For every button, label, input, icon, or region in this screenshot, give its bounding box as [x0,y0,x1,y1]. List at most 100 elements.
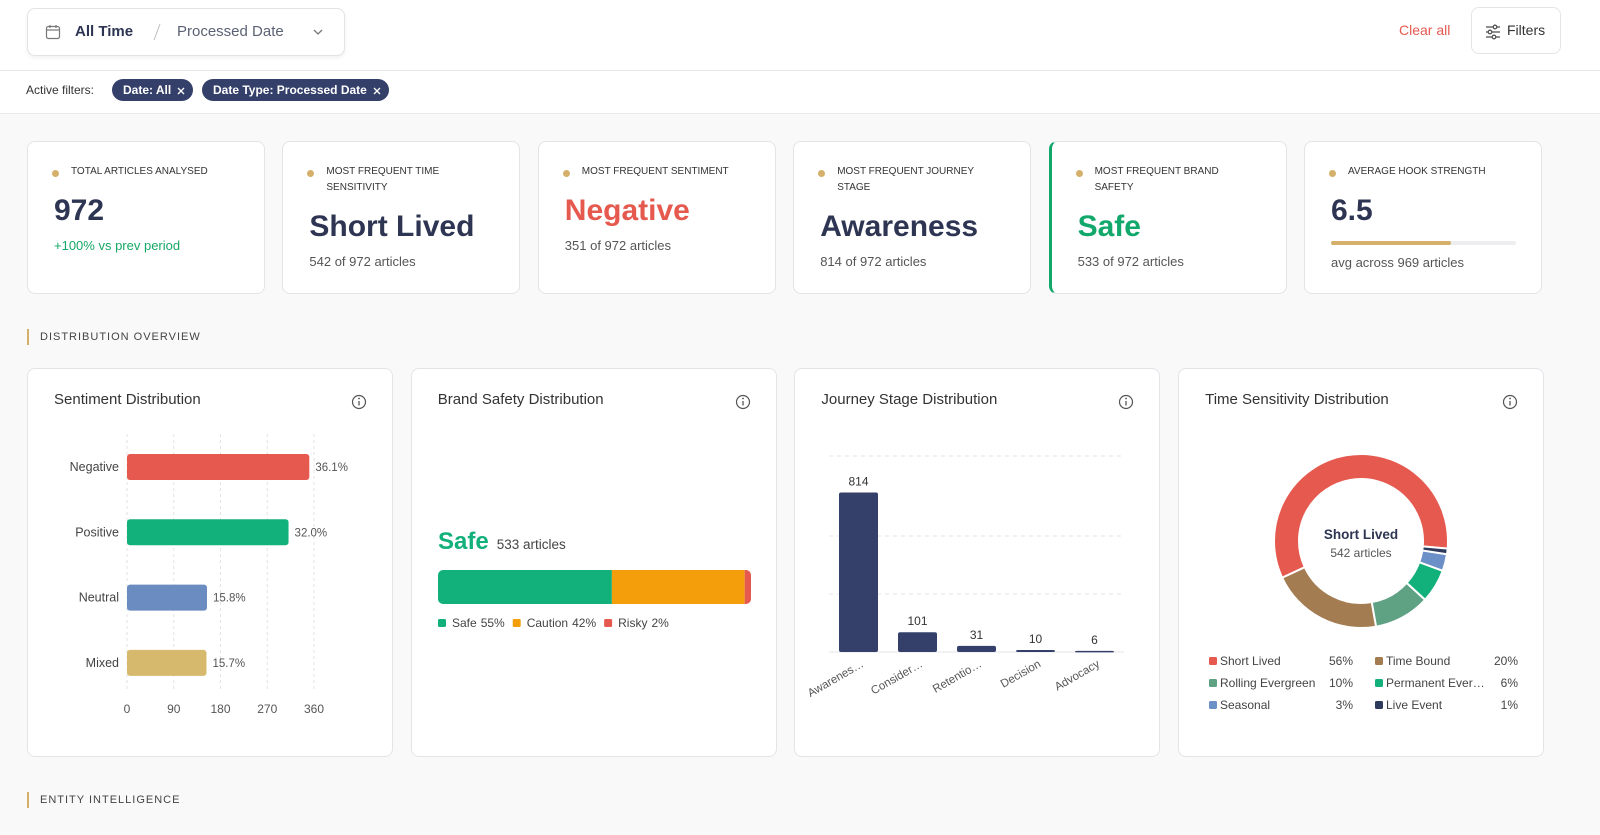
kpi-sub: 542 of 972 articles [309,254,416,269]
kpi-dot [307,170,315,177]
date-type[interactable]: Processed Date [177,23,284,40]
legend-swatch [603,619,612,627]
kpi-label: MOST FREQUENT JOURNEY STAGE [837,166,974,193]
info-circle [351,394,367,410]
kpi-sub: +100% vs prev period [54,238,181,253]
date-range[interactable]: All Time [75,23,134,40]
bar-segment [437,570,612,604]
donut-segment [1370,581,1427,628]
bar [127,649,207,676]
kpi-label: MOST FREQUENT TIME SENSITIVITY [326,166,440,193]
legend-value: 20% [1494,654,1518,668]
top-bar: All Time Processed Date Clear all Filter… [0,0,1600,71]
kpi-value: Negative [564,194,690,227]
x-tick-label: 360 [304,702,324,716]
kpi-card: AVERAGE HOOK STRENGTH 6.5 avg across 969 a… [1304,141,1542,294]
legend-entry: Caution 42% [526,616,596,630]
category-label: Negative [70,460,119,474]
chart-title: Time Sensitivity Distribution [1205,391,1389,408]
x-icon [177,87,185,95]
kpi-body: 6.5 avg across 969 articles [1331,191,1521,272]
legend-entry: Risky 2% [618,616,669,630]
x-icon [373,87,381,95]
value-label: 814 [849,474,869,488]
donut-segment [1405,560,1445,602]
active-filters-label: Active filters: [26,83,95,97]
calendar-icon [45,25,61,40]
kpi-card: MOST FREQUENT TIME SENSITIVITY Short Live… [282,141,521,294]
value-label: 101 [908,614,928,628]
category-label: Positive [75,525,119,539]
clear-all[interactable]: Clear all [1399,22,1451,38]
category-label: Neutral [79,591,119,605]
legend-swatch [437,619,446,627]
progress-track [1331,241,1516,245]
kpi-sub: 351 of 972 articles [564,238,672,253]
filters-button[interactable]: Filters [1471,7,1561,54]
x-tick-label: 180 [210,702,230,716]
bar [957,645,997,652]
legend-swatch [1375,701,1384,709]
bar-segment [744,570,751,604]
kpi-card: TOTAL ARTICLES ANALYSED 972 +100% vs prev … [27,141,265,294]
kpi-sub: avg across 969 articles [1331,255,1464,270]
info-dot [741,397,744,400]
legend-swatch [1209,679,1218,687]
filter-chip[interactable]: Date Type: Processed Date [202,79,389,101]
filters-label: Filters [1507,22,1546,38]
filters-icon [1486,24,1500,40]
active-filters: Active filters: Date: All Date Type: Pro… [0,71,1600,114]
kpi-value: 972 [54,194,105,227]
chart-card: Short Lived 56% Time Bound 20% Rolling Everg… [1178,368,1545,757]
chart-title: Sentiment Distribution [54,391,201,408]
kpi-sub: 814 of 972 articles [820,254,927,269]
x-tick-label: Advocacy [1053,658,1102,693]
value-label: 15.7% [212,658,245,670]
kpi-label: AVERAGE HOOK STRENGTH [1348,166,1486,177]
legend-value: 6% [1501,676,1519,690]
legend-name: Rolling Evergreen [1220,676,1315,690]
x-tick-label: Retentio… [931,658,984,696]
kpi-label: MOST FREQUENT BRAND SAFETY [1094,166,1219,193]
info-dot [1125,397,1128,400]
kpi-dot [1329,170,1336,177]
kpi-card: MOST FREQUENT SENTIMENT Negative 351 of 97… [537,141,776,294]
legend-entry: Safe 55% [452,616,505,630]
x-tick-label: 270 [257,702,277,716]
legend-name: Seasonal [1220,698,1270,712]
donut-segment [1280,565,1378,629]
kpi-body: Short Lived 542 of 972 articles [309,207,499,271]
date-picker[interactable]: All Time Processed Date [27,8,345,56]
legend-swatch [1375,657,1384,665]
value-label: 6 [1092,633,1099,647]
legend-name: Live Event [1386,698,1443,712]
legend-value: 10% [1329,676,1353,690]
bar [898,632,938,652]
kpi-value: Awareness [820,210,979,243]
x-tick-label: 90 [167,702,181,716]
kpi-dot [818,170,826,177]
chart-title: Journey Stage Distribution [821,391,998,408]
info-dot [1509,397,1511,400]
chip-text: Date Type: Processed Date [213,83,367,97]
center-sub: 542 articles [1330,546,1391,560]
chip-text: Date: All [123,83,172,97]
bar [1016,650,1056,652]
kpi-sub: 533 of 972 articles [1077,254,1184,269]
section-header: ENTITY INTELLIGENCE [27,792,180,808]
kpi-value: 6.5 [1331,194,1373,227]
legend-name: Time Bound [1386,654,1450,668]
chart: Short Lived 56% Time Bound 20% Rolling Everg… [1209,394,1519,712]
value-label: 15.8% [213,593,246,605]
kpi-dot [1075,170,1083,177]
donut-segment [1273,453,1450,580]
chart-card: Safe 533 articles Safe 55% Caution 42% Risky 2%… [410,368,777,757]
legend-value: 3% [1336,698,1354,712]
filter-chip[interactable]: Date: All [112,79,194,101]
bar [127,519,289,546]
bar [839,492,879,652]
kpi-body: Safe 533 of 972 articles [1078,207,1266,271]
progress-fill [1331,241,1452,245]
